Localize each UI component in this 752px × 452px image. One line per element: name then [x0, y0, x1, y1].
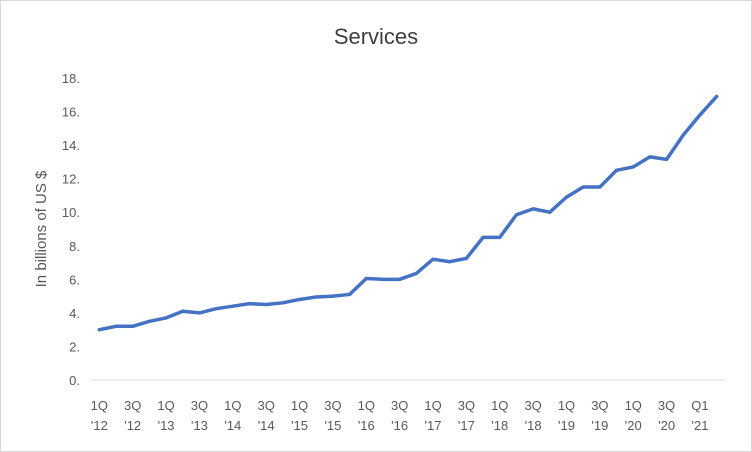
y-tick-label: 4. [69, 306, 80, 321]
data-point [131, 324, 135, 328]
data-point [197, 311, 202, 315]
data-point [514, 213, 519, 217]
x-tick-label: 3Q [124, 398, 141, 413]
x-tick-label: 1Q [625, 398, 642, 413]
data-point [231, 304, 235, 308]
data-point [364, 276, 368, 281]
data-point [665, 157, 669, 161]
data-point [648, 155, 652, 159]
y-axis-label: In billions of US $ [33, 170, 50, 287]
y-tick-label: 12. [62, 172, 80, 187]
x-tick-label: '18 [491, 418, 508, 433]
y-tick-labels: 0. 2. 4. 6. 8. 10. 12. 14. 16. 18. [62, 71, 80, 388]
x-tick-label: 3Q [258, 398, 275, 413]
data-point [331, 294, 335, 298]
data-point [614, 168, 619, 172]
x-tick-label: '21 [691, 418, 708, 433]
x-tick-label: 1Q [157, 398, 174, 413]
y-tick-label: 18. [62, 71, 80, 86]
x-tick-label: 1Q [491, 398, 508, 413]
data-point [631, 165, 635, 169]
data-point [97, 328, 101, 332]
data-point [264, 302, 268, 307]
x-tick-label: '12 [124, 418, 141, 433]
x-tick-label: '14 [224, 418, 241, 433]
y-tick-label: 2. [69, 339, 80, 354]
chart-title: Services [334, 24, 418, 49]
x-tick-label: '20 [658, 418, 675, 433]
x-tick-label: '17 [458, 418, 475, 433]
x-tick-labels: 1Q '12 3Q '12 1Q '13 3Q '13 1Q '14 3Q '14 1Q '15 3Q '15… [91, 398, 709, 433]
data-point [181, 309, 185, 313]
x-tick-label: '19 [591, 418, 608, 433]
x-tick-label: '16 [358, 418, 375, 433]
x-tick-label: 1Q [558, 398, 575, 413]
x-tick-label: 3Q [191, 398, 208, 413]
x-tick-label: '19 [558, 418, 575, 433]
y-tick-label: 8. [69, 239, 80, 254]
x-tick-label: '17 [425, 418, 442, 433]
data-point [448, 260, 452, 264]
series-line [97, 94, 719, 332]
data-point [398, 277, 402, 281]
data-point [431, 257, 435, 261]
data-point [481, 235, 485, 239]
data-point [464, 256, 468, 260]
x-tick-label: '13 [191, 418, 208, 433]
data-point [114, 324, 118, 328]
data-point [698, 113, 702, 117]
data-point [548, 210, 552, 214]
x-tick-label: '12 [91, 418, 108, 433]
x-tick-label: '20 [625, 418, 642, 433]
y-tick-label: 14. [62, 138, 80, 153]
x-tick-label: 1Q [224, 398, 241, 413]
x-tick-label: '18 [525, 418, 542, 433]
x-tick-label: '15 [291, 418, 308, 433]
x-tick-label: '13 [158, 418, 175, 433]
data-point [348, 292, 352, 297]
data-point [214, 307, 218, 311]
x-tick-label: 1Q [91, 398, 108, 413]
data-point [314, 295, 318, 299]
x-tick-label: 1Q [424, 398, 441, 413]
data-point [147, 319, 151, 323]
data-point [247, 302, 252, 306]
x-tick-label: '16 [391, 418, 408, 433]
data-point [681, 133, 685, 137]
data-point [598, 185, 602, 189]
x-tick-label: 3Q [591, 398, 608, 413]
data-point [164, 316, 168, 320]
data-point [564, 195, 569, 199]
data-point [281, 301, 285, 305]
x-tick-label: '15 [324, 418, 341, 433]
x-tick-label: 3Q [658, 398, 675, 413]
x-tick-label: '14 [258, 418, 275, 433]
x-tick-label: 3Q [458, 398, 475, 413]
x-tick-label: 1Q [291, 398, 308, 413]
data-point [297, 297, 302, 302]
data-point [381, 277, 385, 281]
y-tick-label: 10. [62, 205, 80, 220]
x-tick-label: 1Q [358, 398, 375, 413]
y-tick-label: 16. [62, 105, 80, 120]
data-point [531, 207, 535, 211]
series-group [97, 94, 719, 332]
y-tick-label: 6. [69, 272, 80, 287]
data-point [498, 235, 502, 239]
data-point [581, 185, 585, 189]
x-tick-label: Q1 [691, 398, 708, 413]
y-tick-label: 0. [69, 373, 80, 388]
data-point [414, 271, 418, 276]
x-tick-label: 3Q [324, 398, 341, 413]
x-tick-label: 3Q [391, 398, 408, 413]
data-point [715, 94, 719, 99]
x-tick-label: 3Q [524, 398, 541, 413]
